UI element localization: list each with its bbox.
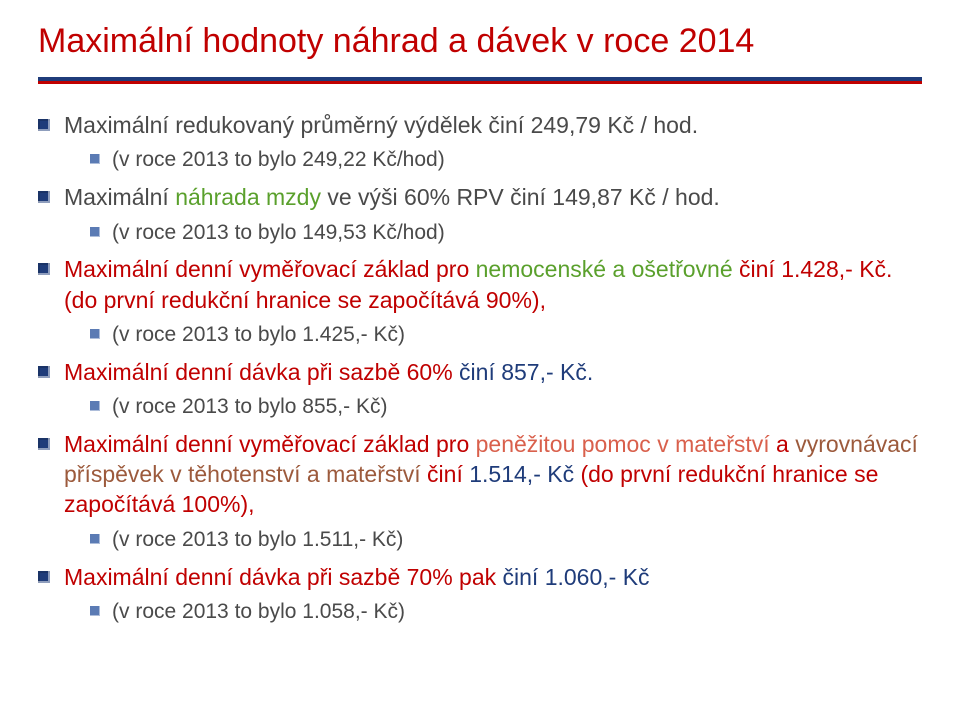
bullet-6-hl: činí 1.060,- Kč [503, 564, 650, 590]
bullet-1-sub: (v roce 2013 to bylo 249,22 Kč/hod) [90, 146, 922, 174]
title-divider [38, 77, 922, 84]
bullet-2-hl: náhrada mzdy [175, 184, 321, 210]
bullet-3-hl: nemocenské a ošetřovné [476, 256, 733, 282]
bullet-1-text: Maximální redukovaný průměrný výdělek či… [64, 112, 698, 138]
bullet-3-pre: Maximální denní vyměřovací základ pro [64, 256, 476, 282]
bullet-5-mid: a [770, 431, 796, 457]
bullet-3: Maximální denní vyměřovací základ pro ne… [38, 254, 922, 348]
bullet-6-sub: (v roce 2013 to bylo 1.058,- Kč) [90, 598, 922, 626]
slide: Maximální hodnoty náhrad a dávek v roce … [0, 0, 960, 716]
bullet-5-post1: činí [421, 461, 470, 487]
bullet-4-sub: (v roce 2013 to bylo 855,- Kč) [90, 393, 922, 421]
slide-title: Maximální hodnoty náhrad a dávek v roce … [0, 0, 960, 67]
bullet-4-pre: Maximální denní dávka při sazbě 60% [64, 359, 459, 385]
bullet-4-hl: činí 857,- Kč. [459, 359, 593, 385]
bullet-2-pre: Maximální [64, 184, 175, 210]
bullet-4: Maximální denní dávka při sazbě 60% činí… [38, 357, 922, 421]
bullet-list: Maximální redukovaný průměrný výdělek či… [38, 110, 922, 626]
bullet-2: Maximální náhrada mzdy ve výši 60% RPV č… [38, 182, 922, 246]
bullet-5-pre: Maximální denní vyměřovací základ pro [64, 431, 476, 457]
bullet-5-sub: (v roce 2013 to bylo 1.511,- Kč) [90, 526, 922, 554]
bullet-6: Maximální denní dávka při sazbě 70% pak … [38, 562, 922, 626]
bullet-5: Maximální denní vyměřovací základ pro pe… [38, 429, 922, 554]
bullet-5-val: 1.514,- Kč [469, 461, 574, 487]
slide-body: Maximální redukovaný průměrný výdělek či… [0, 84, 960, 626]
bullet-1: Maximální redukovaný průměrný výdělek či… [38, 110, 922, 174]
bullet-3-sub: (v roce 2013 to bylo 1.425,- Kč) [90, 321, 922, 349]
bullet-2-post: ve výši 60% RPV činí 149,87 Kč / hod. [321, 184, 720, 210]
bullet-6-pre: Maximální denní dávka při sazbě 70% pak [64, 564, 503, 590]
bullet-2-sub: (v roce 2013 to bylo 149,53 Kč/hod) [90, 219, 922, 247]
bullet-5-hl1: peněžitou pomoc v mateřství [476, 431, 770, 457]
